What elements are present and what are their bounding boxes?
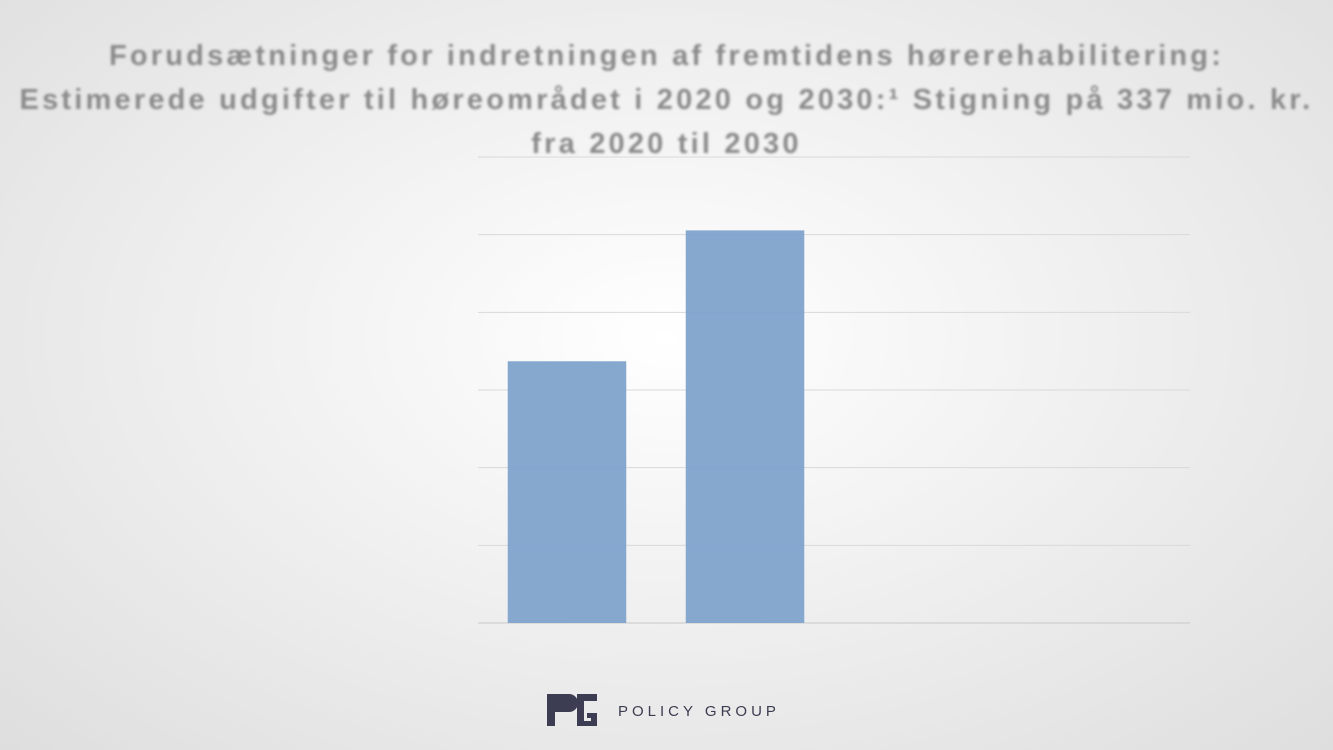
bar: [507, 361, 627, 623]
bar: [685, 230, 805, 623]
logo-mark: [547, 694, 597, 726]
chart-title: Forudsætninger for indretningen af fremt…: [19, 40, 1314, 160]
logo-text: POLICY GROUP: [618, 703, 780, 720]
